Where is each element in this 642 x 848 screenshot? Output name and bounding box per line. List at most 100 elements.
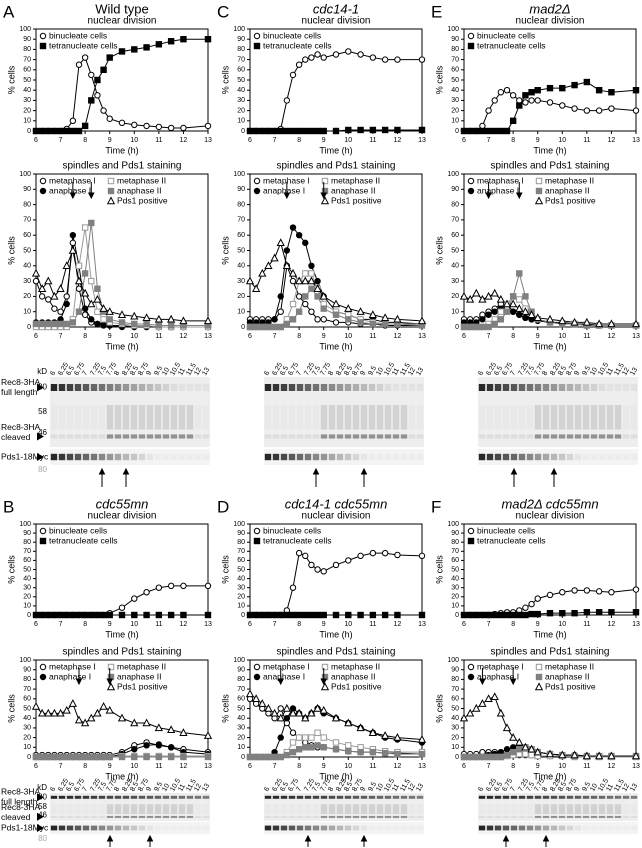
- blot-band: [574, 434, 582, 439]
- data-point: [252, 753, 260, 761]
- blot-band: [58, 453, 66, 461]
- blot-band: [288, 384, 296, 391]
- blot-band: [392, 384, 400, 391]
- blot-band: [385, 454, 391, 460]
- blot-smear: [313, 405, 319, 430]
- x-tick-label: 7: [487, 763, 491, 770]
- data-point: [533, 313, 542, 322]
- blot-band: [312, 384, 320, 391]
- y-tick-label: 100: [447, 171, 459, 178]
- mw-marker: 46: [38, 811, 47, 820]
- data-point: [394, 126, 401, 134]
- blot-smear: [114, 405, 122, 430]
- data-point: [484, 291, 493, 300]
- blot-smear: [59, 804, 65, 814]
- blot-band: [510, 434, 518, 439]
- data-point: [595, 609, 603, 616]
- x-tick-label: 9: [322, 137, 326, 144]
- data-point: [277, 705, 284, 712]
- x-tick-label: 8: [83, 621, 87, 628]
- data-point: [491, 308, 498, 315]
- y-axis-label: % cells: [434, 694, 444, 723]
- data-point: [631, 319, 641, 328]
- data-point: [75, 262, 83, 270]
- y-tick-label: 70: [451, 548, 459, 555]
- blot-strip: [264, 449, 424, 465]
- y-tick-label: 30: [23, 585, 31, 592]
- data-point: [320, 568, 327, 575]
- legend-label: Pds1 positive: [545, 681, 596, 691]
- x-tick-label: 7: [59, 621, 63, 628]
- blot-band: [550, 434, 558, 439]
- data-point: [51, 127, 58, 135]
- data-point: [117, 713, 127, 722]
- blot-band: [202, 815, 210, 818]
- x-tick-label: 10: [558, 621, 566, 628]
- data-point: [51, 611, 58, 619]
- blot-smear: [154, 804, 162, 814]
- protein-label: Rec8-3HA: [1, 786, 41, 796]
- data-point: [252, 611, 260, 619]
- blot-band: [502, 453, 510, 461]
- data-point: [74, 715, 84, 724]
- data-point: [62, 261, 71, 269]
- data-point: [302, 127, 309, 135]
- data-point: [75, 753, 83, 761]
- blot-smear: [67, 804, 73, 814]
- data-point: [308, 127, 315, 135]
- data-point: [595, 319, 604, 328]
- blot-band: [542, 384, 550, 391]
- y-tick-label: 10: [23, 118, 31, 125]
- blot-band: [320, 384, 328, 391]
- blot-band: [122, 434, 130, 439]
- blot-band: [50, 815, 58, 818]
- data-point: [50, 291, 59, 300]
- blot-band: [162, 795, 170, 799]
- data-point: [289, 739, 297, 746]
- blot-smear: [511, 405, 517, 430]
- data-point: [81, 305, 89, 312]
- data-point: [142, 718, 151, 727]
- lane-label: 6.5: [279, 365, 290, 377]
- blot-smear: [352, 405, 360, 430]
- x-tick-label: 6: [248, 621, 252, 628]
- x-tick-label: 12: [180, 763, 188, 770]
- blot-band: [417, 454, 423, 460]
- blot-smear: [534, 804, 542, 814]
- blot-smear: [344, 804, 352, 814]
- legend-marker: [39, 177, 47, 185]
- blot-band: [114, 825, 122, 831]
- data-point: [277, 323, 284, 331]
- blot-smear: [162, 804, 170, 814]
- blot-band: [486, 795, 494, 799]
- blot-band: [591, 826, 597, 831]
- blot-band: [146, 384, 154, 391]
- blot-band: [631, 826, 637, 831]
- label-pointer: [37, 383, 44, 392]
- blot-smear: [59, 405, 65, 430]
- data-point: [357, 51, 364, 58]
- data-point: [301, 713, 310, 722]
- lane-label: 9: [145, 786, 153, 793]
- y-tick-label: 0: [241, 128, 245, 135]
- time-arrow: [277, 668, 285, 686]
- y-tick-label: 90: [451, 530, 459, 537]
- lane-label: 8.5: [129, 365, 140, 377]
- data-point: [485, 107, 492, 114]
- blot-band: [194, 795, 202, 799]
- x-tick-label: 11: [155, 137, 162, 144]
- data-point: [118, 753, 126, 761]
- lane-label: 8.5: [129, 781, 140, 793]
- legend-marker: [467, 673, 475, 681]
- protein-label: cleaved: [1, 432, 31, 442]
- blot-band: [558, 825, 566, 831]
- data-point: [51, 320, 58, 328]
- y-tick-label: 40: [237, 715, 245, 722]
- data-point: [106, 316, 113, 323]
- blot-band: [526, 453, 534, 461]
- data-point: [308, 308, 315, 315]
- lane-label: 7: [509, 786, 517, 793]
- blot-smear: [91, 804, 97, 814]
- blot-band: [534, 453, 542, 461]
- blot-smear: [558, 405, 566, 430]
